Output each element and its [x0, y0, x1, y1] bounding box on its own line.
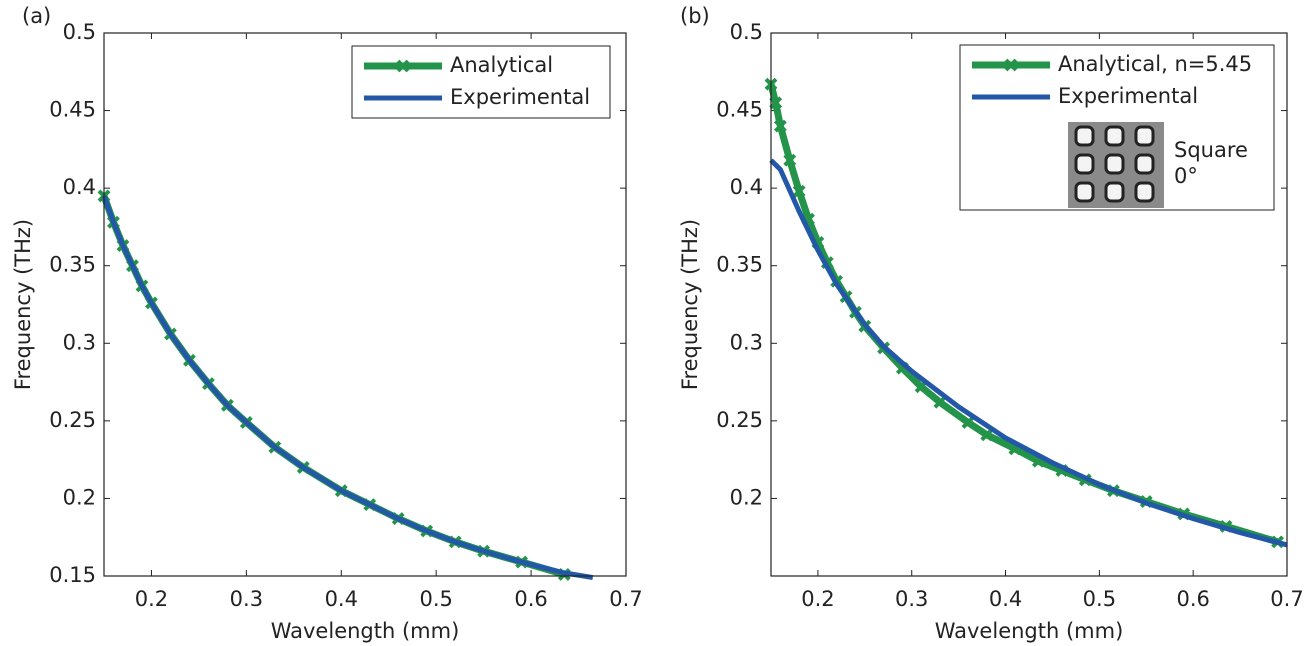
x-tick-label: 0.6 — [1176, 587, 1209, 611]
series-line — [769, 158, 1288, 548]
x-tick-label: 0.2 — [801, 587, 834, 611]
y-axis-label: Frequency (THz) — [678, 219, 702, 390]
inset-label: 0° — [1174, 164, 1198, 188]
inset-label: Square — [1174, 138, 1248, 162]
marker — [783, 153, 797, 167]
x-tick-label: 0.5 — [1083, 587, 1116, 611]
y-tick-label: 0.45 — [49, 98, 96, 122]
legend-label: Experimental — [1058, 84, 1198, 108]
legend-label: Experimental — [450, 85, 590, 109]
y-tick-label: 0.45 — [716, 98, 763, 122]
marker — [792, 184, 806, 198]
x-tick-label: 0.7 — [609, 587, 642, 611]
y-tick-label: 0.15 — [49, 563, 96, 587]
y-tick-label: 0.35 — [49, 253, 96, 277]
x-tick-label: 0.6 — [514, 587, 547, 611]
y-tick-label: 0.5 — [63, 20, 96, 44]
y-tick-label: 0.2 — [730, 485, 763, 509]
y-tick-label: 0.25 — [716, 408, 763, 432]
y-tick-label: 0.4 — [63, 175, 96, 199]
y-tick-label: 0.4 — [730, 175, 763, 199]
panel-label: (a) — [22, 4, 51, 28]
x-tick-label: 0.3 — [230, 587, 263, 611]
legend-box — [351, 45, 611, 119]
marker — [933, 395, 947, 409]
y-tick-label: 0.3 — [63, 330, 96, 354]
y-tick-label: 0.2 — [63, 485, 96, 509]
y-tick-label: 0.3 — [730, 330, 763, 354]
legend-label: Analytical, n=5.45 — [1058, 52, 1252, 76]
x-axis-label: Wavelength (mm) — [935, 619, 1124, 643]
legend-marker — [1004, 58, 1018, 72]
x-tick-label: 0.7 — [1270, 587, 1303, 611]
x-tick-label: 0.2 — [135, 587, 168, 611]
legend-label: Analytical — [450, 53, 553, 77]
marker — [773, 119, 787, 133]
plot-frame — [770, 32, 1288, 577]
plot-frame — [103, 32, 627, 577]
series-line — [101, 195, 594, 581]
y-tick-label: 0.35 — [716, 253, 763, 277]
panel-label: (b) — [680, 4, 710, 28]
y-tick-label: 0.25 — [49, 408, 96, 432]
series-line — [100, 194, 566, 578]
inset-image — [1068, 122, 1164, 208]
legend-marker — [396, 59, 410, 73]
x-tick-label: 0.4 — [325, 587, 358, 611]
y-tick-label: 0.5 — [730, 20, 763, 44]
marker — [769, 96, 783, 110]
inset-pillars — [1074, 125, 1155, 203]
marker — [980, 428, 994, 442]
marker — [961, 415, 975, 429]
x-tick-label: 0.4 — [989, 587, 1022, 611]
x-tick-label: 0.5 — [419, 587, 452, 611]
x-axis-label: Wavelength (mm) — [271, 619, 460, 643]
x-tick-label: 0.3 — [895, 587, 928, 611]
y-axis-label: Frequency (THz) — [11, 219, 35, 390]
